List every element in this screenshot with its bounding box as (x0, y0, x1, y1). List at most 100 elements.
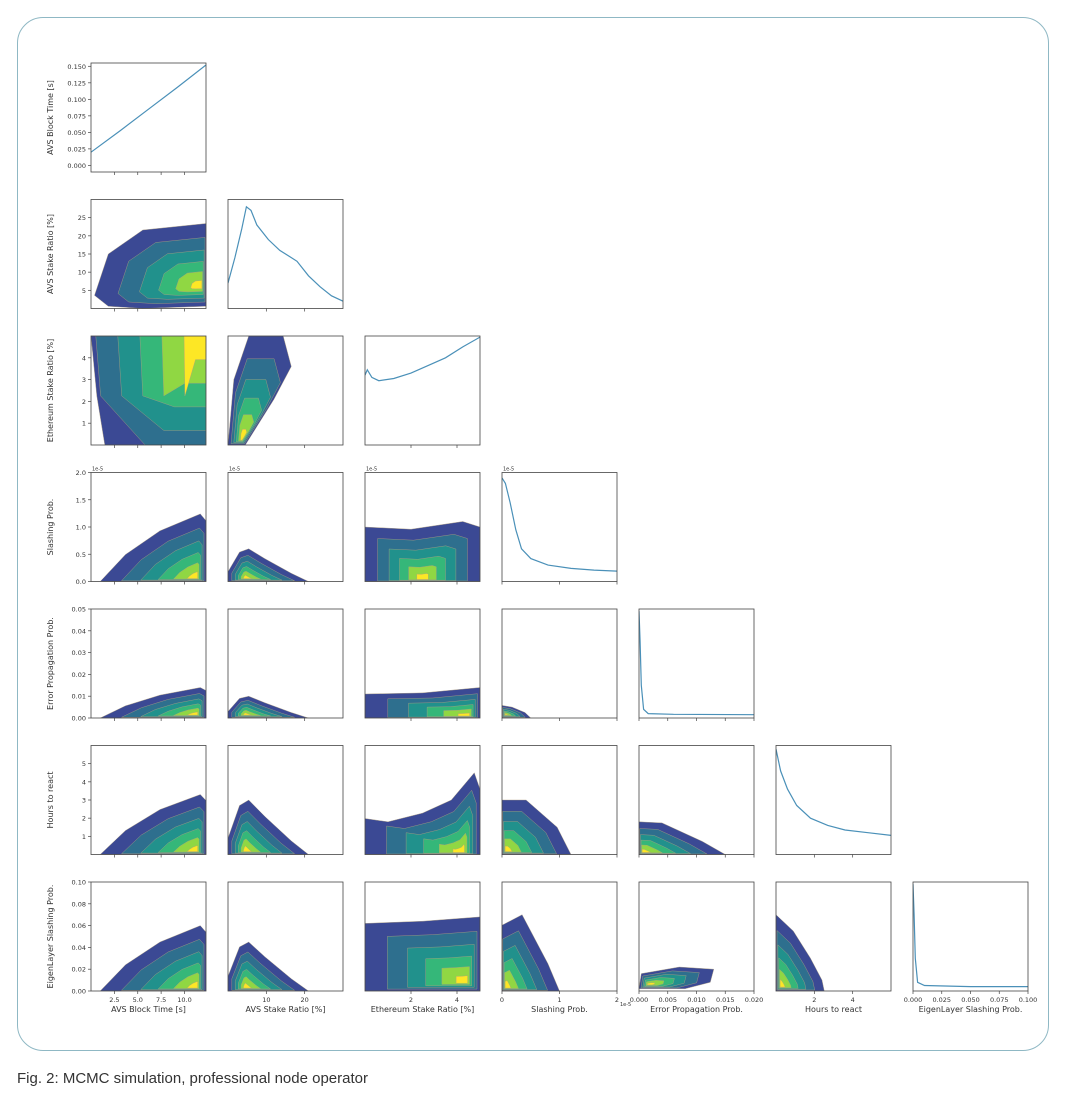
marginal-curve-1 (228, 205, 343, 302)
panel-frame (364, 472, 481, 582)
y-tick-label: 1.5 (76, 496, 86, 504)
panel-frame (227, 881, 344, 992)
y-tick-label: 0.06 (72, 922, 86, 930)
x-tick-label: 0 (500, 996, 504, 1004)
x-axis-label: AVS Stake Ratio [%] (246, 1005, 326, 1014)
y-tick-label: 2.0 (76, 469, 86, 477)
contour-level-5 (183, 336, 206, 396)
y-tick-label: 1 (82, 833, 86, 841)
x-tick-label: 0.025 (932, 996, 951, 1004)
offset-label: 1e-5 (366, 467, 377, 473)
panel-frame (912, 881, 1029, 992)
x-tick-label: 2 (812, 996, 816, 1004)
x-axis-label: Ethereum Stake Ratio [%] (371, 1005, 474, 1014)
x-axis-label: AVS Block Time [s] (111, 1005, 186, 1014)
x-axis-label: Slashing Prob. (531, 1005, 588, 1014)
panel-frame (775, 745, 892, 855)
panel-4-2 (364, 608, 481, 721)
marginal-curve-4 (639, 611, 754, 716)
panel-frame (501, 608, 618, 719)
y-tick-label: 0.100 (67, 96, 86, 104)
panel-frame (775, 881, 892, 992)
contour-level-5 (647, 982, 656, 986)
panel-frame (364, 881, 481, 992)
y-tick-label: 0.02 (72, 966, 86, 974)
panel-3-3 (501, 472, 618, 585)
panel-2-0 (88, 335, 207, 448)
contour-level-5 (186, 981, 198, 989)
y-axis-label: AVS Stake Ratio [%] (46, 214, 55, 294)
contour-level-5 (240, 429, 247, 441)
panel-6-5 (775, 881, 892, 994)
x-tick-label: 0.075 (990, 996, 1009, 1004)
panel-0-0 (88, 62, 207, 175)
x-tick-label: 0.015 (716, 996, 735, 1004)
x-tick-label: 0.050 (961, 996, 980, 1004)
panel-frame (227, 472, 344, 582)
y-tick-label: 2 (82, 815, 86, 823)
y-tick-label: 15 (78, 251, 86, 259)
y-axis-label: Error Propagation Prob. (46, 617, 55, 710)
marginal-curve-3 (502, 477, 617, 572)
y-tick-label: 3 (82, 797, 86, 805)
panel-5-4 (638, 745, 755, 858)
offset-label: 1e-5 (503, 467, 514, 473)
y-axis-label: Slashing Prob. (46, 499, 55, 556)
x-axis-label: Error Propagation Prob. (650, 1005, 743, 1014)
contour-level-5 (243, 982, 253, 989)
panel-5-1 (227, 745, 344, 858)
y-tick-label: 0.150 (67, 63, 86, 71)
x-tick-label: 0.005 (658, 996, 677, 1004)
panel-5-5 (775, 745, 892, 858)
contour-level-5 (243, 575, 252, 579)
offset-label: 1e-5 (229, 467, 240, 473)
y-tick-label: 0.08 (72, 900, 86, 908)
y-tick-label: 0.10 (72, 879, 86, 887)
y-tick-label: 4 (82, 354, 86, 362)
x-tick-label: 10 (262, 996, 270, 1004)
y-tick-label: 0.04 (72, 627, 86, 635)
y-tick-label: 1 (82, 420, 86, 428)
y-tick-label: 0.050 (67, 129, 86, 137)
marginal-curve-0 (91, 64, 206, 153)
x-tick-label: 20 (301, 996, 309, 1004)
contour-level-5 (186, 845, 198, 852)
y-tick-label: 3 (82, 376, 86, 384)
contour-level-5 (504, 713, 509, 716)
y-axis-label: EigenLayer Slashing Prob. (46, 885, 55, 989)
y-tick-label: 5 (82, 760, 86, 768)
x-tick-label: 10.0 (177, 996, 191, 1004)
panel-frame (501, 472, 618, 582)
x-tick-label: 0.000 (630, 996, 649, 1004)
panel-5-3 (501, 745, 618, 858)
contour-level-5 (779, 978, 786, 988)
contour-level-5 (186, 571, 198, 579)
contour-level-5 (455, 975, 468, 984)
panel-4-1 (227, 608, 344, 721)
x-axis-label: EigenLayer Slashing Prob. (919, 1005, 1023, 1014)
panel-6-4 (638, 881, 755, 994)
panel-4-0 (88, 608, 207, 721)
y-tick-label: 0.125 (67, 79, 86, 87)
y-tick-label: 0.05 (72, 606, 86, 614)
panel-6-0 (88, 881, 207, 994)
x-tick-label: 4 (455, 996, 459, 1004)
x-tick-label: 0.100 (1019, 996, 1038, 1004)
panel-frame (227, 745, 344, 855)
y-tick-label: 20 (78, 232, 86, 240)
panel-frame (90, 62, 207, 173)
panel-4-4 (638, 608, 755, 721)
y-tick-label: 0.01 (72, 693, 86, 701)
x-axis-label: Hours to react (805, 1005, 862, 1014)
panel-3-0 (88, 472, 207, 585)
figure-caption: Fig. 2: MCMC simulation, professional no… (17, 1070, 368, 1087)
panel-6-2 (364, 881, 481, 994)
y-tick-label: 0.03 (72, 649, 86, 657)
x-tick-label: 0.010 (687, 996, 706, 1004)
marginal-curve-6 (913, 884, 1028, 988)
y-tick-label: 0.000 (67, 162, 86, 170)
panel-frame (364, 608, 481, 719)
x-tick-label: 2 (615, 996, 619, 1004)
y-tick-label: 0.0 (76, 578, 86, 586)
